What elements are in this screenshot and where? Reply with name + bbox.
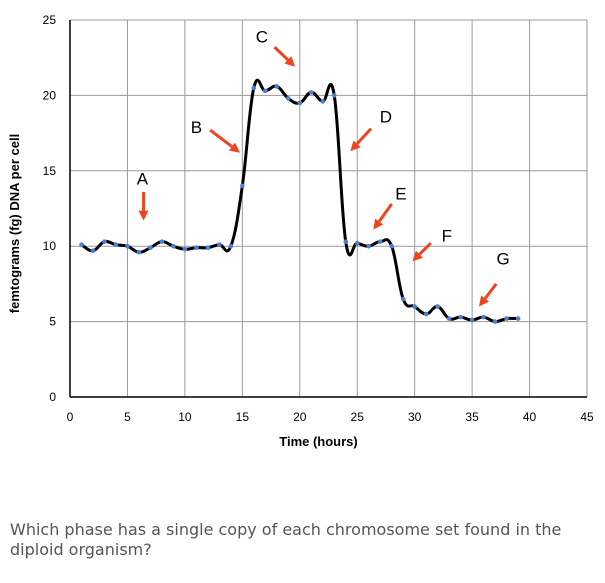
data-point: [400, 296, 406, 302]
data-point: [446, 316, 452, 321]
arrow-shaft: [377, 203, 393, 223]
phase-arrows: [138, 46, 498, 307]
axes: [69, 20, 587, 398]
arrow-shaft: [483, 282, 498, 300]
y-tick-label: 10: [43, 239, 57, 253]
arrow-shaft: [273, 46, 289, 61]
arrow-head: [350, 140, 361, 152]
data-point: [297, 100, 303, 106]
data-point: [515, 316, 521, 321]
x-tick-label: 45: [580, 410, 594, 424]
phase-label-e: E: [395, 184, 406, 203]
data-point: [285, 96, 291, 101]
data-point: [492, 319, 498, 324]
phase-label-g: G: [497, 249, 510, 268]
data-point: [182, 246, 188, 252]
data-point: [194, 245, 199, 251]
x-tick-labels: 0 5 10 15 20 25 30 35 40 45: [67, 410, 594, 424]
question-text: Which phase has a single copy of each ch…: [10, 520, 562, 559]
data-point: [481, 314, 486, 320]
x-tick-label: 15: [236, 410, 250, 424]
phase-label-b: B: [191, 118, 202, 137]
data-point: [240, 183, 245, 189]
arrow-shaft: [418, 242, 432, 256]
data-point: [263, 88, 268, 94]
phase-label-a: A: [137, 169, 149, 188]
data-point: [125, 243, 130, 249]
y-axis-title: femtograms (fg) DNA per cell: [7, 134, 22, 313]
arrow-shaft: [209, 128, 233, 148]
phase-label-c: C: [256, 28, 268, 47]
x-tick-label: 20: [293, 410, 307, 424]
arrow-head: [284, 56, 296, 67]
data-point: [205, 245, 211, 251]
arrow-head: [373, 218, 384, 230]
phase-label-d: D: [380, 108, 392, 127]
arrow-head: [412, 250, 424, 262]
data-point: [435, 304, 440, 309]
x-tick-label: 40: [523, 410, 537, 424]
data-point: [377, 239, 383, 244]
data-point: [159, 239, 165, 244]
data-point: [320, 99, 326, 104]
data-point: [136, 249, 142, 255]
x-tick-label: 30: [408, 410, 422, 424]
data-point: [504, 316, 509, 321]
data-point: [343, 239, 349, 244]
arrow-head: [229, 142, 241, 153]
data-point: [389, 243, 394, 249]
data-point: [217, 242, 222, 247]
x-tick-label: 10: [178, 410, 192, 424]
x-tick-label: 35: [465, 410, 479, 424]
data-point: [458, 314, 463, 320]
phase-labels: A B C D E F G: [137, 28, 510, 269]
y-tick-label: 5: [49, 315, 56, 329]
data-point: [102, 239, 107, 244]
data-point: [251, 85, 257, 91]
y-tick-label: 20: [43, 88, 57, 102]
y-tick-label: 15: [43, 164, 57, 178]
arrow-shaft: [355, 127, 373, 145]
data-point: [148, 245, 153, 251]
y-tick-label: 25: [43, 13, 57, 27]
data-point: [412, 304, 417, 309]
y-tick-labels: 0 5 10 15 20 25: [43, 13, 57, 404]
data-point: [331, 93, 337, 98]
data-series: [79, 78, 521, 324]
x-tick-label: 0: [67, 410, 74, 424]
x-tick-label: 25: [351, 410, 365, 424]
dna-content-chart: 0 5 10 15 20 25 0 5 10 15 20 25 30 35 40 45 A B C D E F G Ti…: [7, 13, 594, 449]
phase-label-f: F: [442, 227, 452, 246]
data-point: [274, 84, 280, 89]
data-point: [79, 242, 84, 247]
arrow-head: [479, 295, 490, 307]
data-point: [113, 242, 119, 247]
data-point: [171, 243, 176, 249]
y-tick-label: 0: [49, 390, 56, 404]
data-point: [354, 240, 360, 246]
data-point: [366, 243, 372, 249]
data-point: [228, 243, 234, 249]
data-point: [469, 317, 475, 323]
arrow-head: [138, 210, 149, 221]
data-point: [308, 90, 314, 95]
x-axis-title: Time (hours): [279, 434, 358, 449]
data-point: [423, 311, 429, 317]
grid-lines: [70, 19, 588, 397]
data-point: [90, 248, 96, 254]
x-tick-label: 5: [124, 410, 131, 424]
